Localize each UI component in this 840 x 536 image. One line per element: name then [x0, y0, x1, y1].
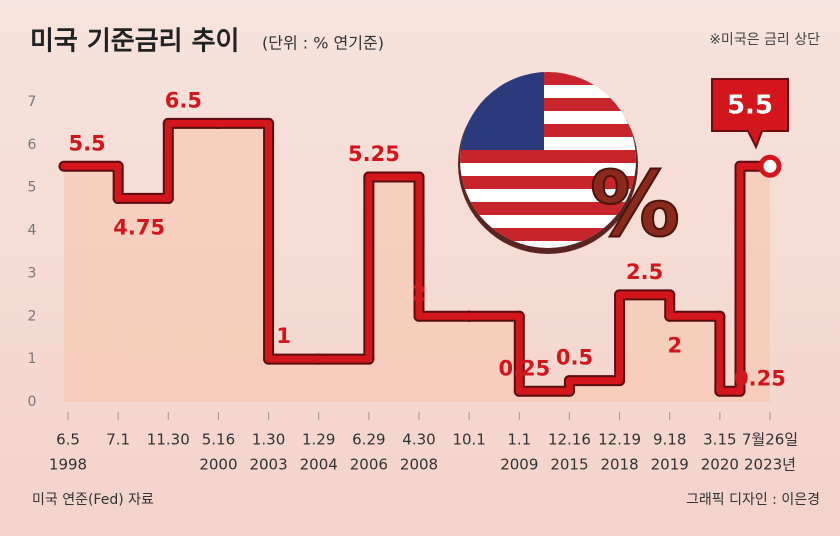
- value-label: 2: [667, 333, 682, 357]
- x-tick-year: 2006: [350, 456, 388, 474]
- x-tick-label: 6.29: [352, 431, 385, 449]
- subtitle: (단위 : % 연기준): [262, 34, 384, 53]
- y-tick-label: 4: [28, 223, 37, 239]
- x-tick-label: 4.30: [402, 431, 435, 449]
- stripe: [460, 176, 636, 189]
- x-tick-year: 2008: [400, 456, 438, 474]
- x-tick-label: 1.29: [302, 431, 335, 449]
- value-label: 0.25: [734, 366, 786, 390]
- y-tick-label: 3: [28, 265, 37, 281]
- x-tick-year: 2004: [300, 456, 338, 474]
- x-tick-label: 7.1: [106, 431, 130, 449]
- value-label: 5.5: [68, 131, 105, 155]
- area: [419, 316, 470, 402]
- value-label: 2: [412, 281, 427, 305]
- area: [619, 294, 670, 402]
- percent-icon: %: [590, 152, 680, 257]
- x-tick-label: 1.30: [252, 431, 285, 449]
- note: ※미국은 금리 상단: [709, 32, 820, 48]
- area: [168, 123, 219, 402]
- x-tick-label: 12.19: [598, 431, 641, 449]
- area: [268, 359, 319, 402]
- y-tick-label: 7: [28, 94, 37, 110]
- area: [318, 359, 369, 402]
- x-tick-year: 1998: [49, 456, 87, 474]
- area: [118, 198, 169, 402]
- x-tick-label: 6.5: [56, 431, 80, 449]
- area: [218, 123, 269, 402]
- x-tick-year: 2020: [701, 456, 739, 474]
- x-tick-year: 2023년: [744, 456, 796, 474]
- stripe: [460, 202, 636, 215]
- callout-box: [711, 78, 789, 150]
- x-tick-label: 3.15: [703, 431, 736, 449]
- credit: 그래픽 디자인 : 이은경: [686, 492, 820, 508]
- y-tick-label: 0: [28, 394, 37, 410]
- plot: 0 1 2 3 4 5 6 7 6.5 1998 7.1 11.30 5.16 2000 1.30 2003 1…: [28, 78, 798, 474]
- value-label: 6.5: [165, 88, 202, 112]
- x-tick-year: 2015: [550, 456, 588, 474]
- flag: [460, 72, 636, 248]
- value-label-callout: 5.5: [727, 91, 773, 121]
- area: [64, 166, 119, 402]
- x-tick-label: 10.1: [452, 431, 485, 449]
- value-label: 1: [276, 324, 291, 348]
- x-tick-year: 2018: [600, 456, 638, 474]
- x-tick-label: 7월26일: [742, 431, 798, 449]
- value-label: 0.25: [498, 356, 550, 380]
- chart-title: 미국 기준금리 추이: [30, 27, 239, 57]
- stripe: [460, 150, 636, 163]
- source: 미국 연준(Fed) 자료: [32, 492, 154, 508]
- x-tick-year: 2003: [249, 456, 287, 474]
- y-tick-label: 1: [28, 351, 37, 367]
- x-tick-year: 2019: [651, 456, 689, 474]
- x-tick-label: 12.16: [548, 431, 591, 449]
- x-tick-label: 9.18: [653, 431, 686, 449]
- flag-illustration: %: [458, 72, 681, 258]
- area: [469, 316, 520, 402]
- x-tick-label: 5.16: [202, 431, 235, 449]
- value-label: 4.75: [113, 215, 165, 239]
- x-tick-year: 2000: [199, 456, 237, 474]
- y-tick-label: 6: [28, 137, 37, 153]
- y-tick-label: 2: [28, 308, 37, 324]
- x-tick-year: 2009: [500, 456, 538, 474]
- area: [368, 177, 419, 402]
- area: [669, 316, 720, 402]
- y-tick-label: 5: [28, 180, 37, 196]
- flag-stripes: [460, 72, 636, 241]
- value-label: 2.5: [626, 260, 663, 284]
- x-tick-label: 11.30: [147, 431, 190, 449]
- value-label: 0.5: [556, 346, 593, 370]
- value-label: 5.25: [348, 142, 400, 166]
- end-marker: [758, 154, 782, 178]
- x-tick-label: 1.1: [507, 431, 531, 449]
